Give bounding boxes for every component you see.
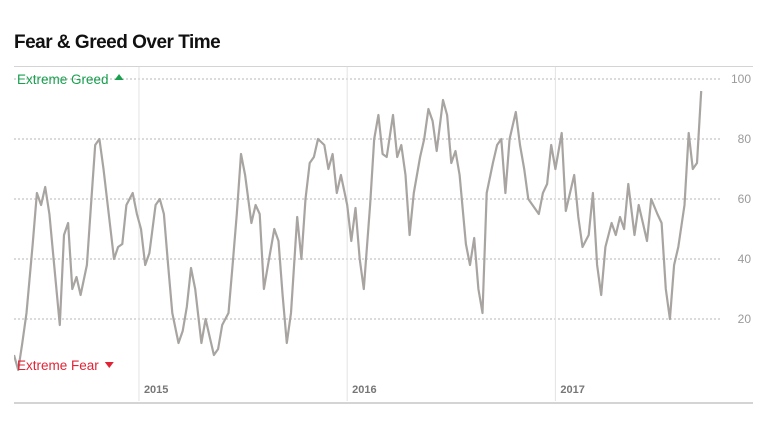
y-tick-label: 40	[738, 252, 752, 266]
extreme-fear-text: Extreme Fear	[17, 358, 99, 373]
x-axis: 2015 2016 2017	[144, 384, 585, 396]
y-axis: 20 40 60 80 100	[731, 72, 751, 326]
extreme-fear-label: Extreme Fear	[17, 358, 114, 373]
fear-greed-line-chart: 2015 2016 2017 20 40 60 80 100 Extreme Greed E…	[14, 67, 751, 401]
y-tick-label: 60	[738, 192, 752, 206]
x-tick-label: 2017	[560, 384, 584, 396]
y-tick-label: 20	[738, 312, 752, 326]
extreme-greed-text: Extreme Greed	[17, 72, 109, 87]
series-line	[14, 90, 703, 372]
x-tick-label: 2015	[144, 384, 168, 396]
chart-title: Fear & Greed Over Time	[14, 32, 221, 53]
gridlines	[14, 67, 722, 401]
y-tick-label: 100	[731, 72, 751, 86]
chart-area: 2015 2016 2017 20 40 60 80 100 Extreme Greed E…	[14, 66, 753, 404]
extreme-greed-label: Extreme Greed	[17, 72, 124, 87]
y-tick-label: 80	[738, 132, 752, 146]
down-triangle-icon	[104, 362, 114, 368]
up-triangle-icon	[114, 74, 124, 80]
x-tick-label: 2016	[352, 384, 376, 396]
